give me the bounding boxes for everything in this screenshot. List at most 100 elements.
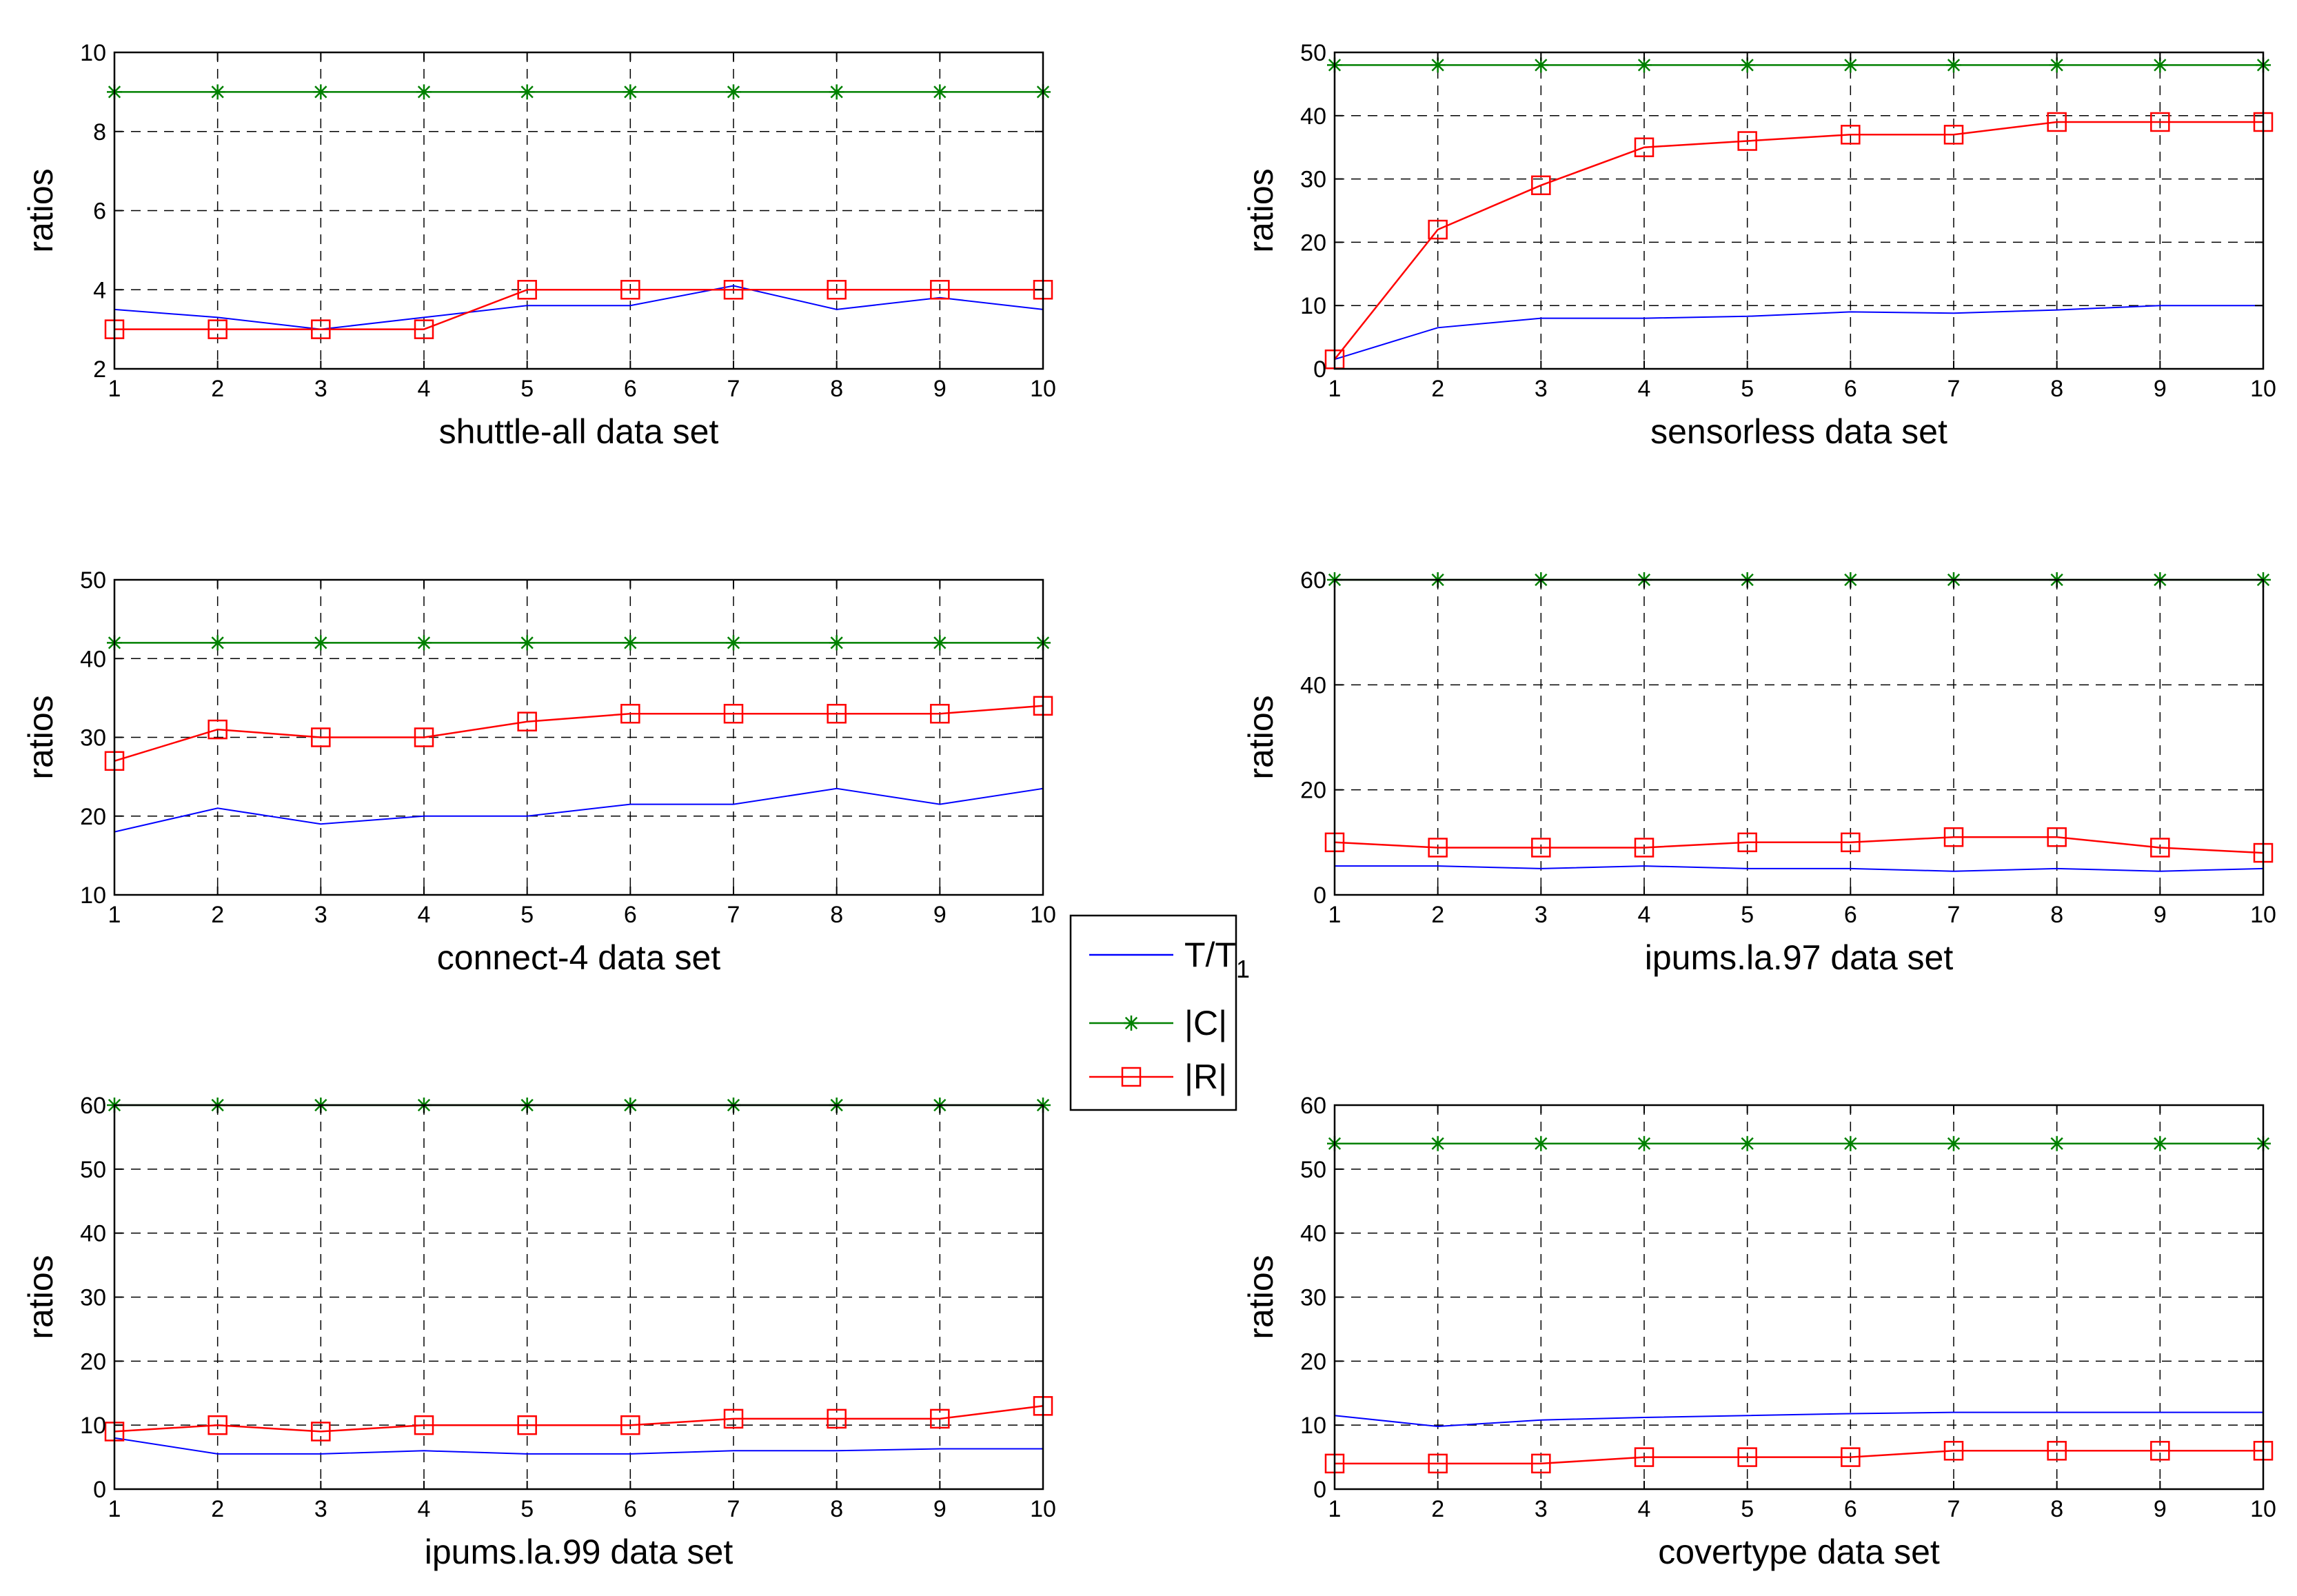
- series-point-c: [1946, 1135, 1961, 1151]
- y-axis-label: ratios: [21, 695, 60, 779]
- series-point-c: [1533, 57, 1549, 73]
- plot-area: [1335, 52, 2263, 369]
- y-tick-label: 50: [80, 1157, 106, 1183]
- x-tick-label: 7: [1947, 376, 1961, 402]
- series-point-c: [2152, 57, 2168, 73]
- y-tick-label: 60: [80, 1093, 106, 1119]
- series-line-t: [114, 1437, 1043, 1455]
- series-line-t: [1334, 305, 2263, 361]
- x-tick-label: 6: [1844, 902, 1857, 928]
- x-tick-label: 7: [1947, 1496, 1961, 1522]
- x-tick-label: 2: [1431, 1496, 1444, 1522]
- legend: T/T1|C||R|: [1069, 914, 1250, 1111]
- series-point-c: [1430, 57, 1446, 73]
- x-axis-label: connect-4 data set: [437, 938, 720, 977]
- legend-marker-c: [1124, 1016, 1139, 1031]
- y-tick-label: 10: [1300, 1413, 1326, 1439]
- y-tick-label: 30: [80, 725, 106, 751]
- x-tick-label: 3: [1535, 902, 1548, 928]
- y-tick-label: 50: [80, 567, 106, 594]
- x-tick-label: 3: [314, 1496, 327, 1522]
- series-point-r: [1634, 838, 1655, 858]
- series-point-r: [2047, 827, 2067, 847]
- x-tick-label: 4: [1638, 902, 1651, 928]
- y-tick-label: 0: [93, 1477, 106, 1503]
- x-tick-label: 5: [520, 1496, 534, 1522]
- series-point-r: [723, 280, 744, 300]
- series-point-c: [2152, 1135, 2168, 1151]
- x-tick-label: 6: [624, 902, 637, 928]
- series-point-c: [210, 84, 225, 100]
- series-point-r: [827, 703, 847, 724]
- y-tick-label: 0: [1313, 882, 1326, 909]
- series-point-r: [517, 1415, 537, 1435]
- y-tick-label: 0: [1313, 356, 1326, 383]
- series-point-r: [1841, 125, 1861, 145]
- series-point-c: [1637, 57, 1652, 73]
- series-point-r: [208, 719, 227, 740]
- chart-panel-3: 1 2 3 4 5 6 7 8 9 10 10 20 30 40 50 connect-4 data set r…: [21, 567, 1056, 977]
- x-tick-label: 2: [1431, 902, 1444, 928]
- y-tick-label: 8: [93, 119, 106, 145]
- series-point-r: [208, 1415, 227, 1435]
- series-point-r: [1737, 131, 1757, 151]
- series-point-r: [1737, 832, 1757, 853]
- series-line-t: [1334, 1411, 2263, 1428]
- series-point-r: [827, 280, 847, 300]
- series-point-r: [827, 1408, 847, 1429]
- legend-marker-r: [1121, 1067, 1142, 1087]
- series-point-c: [726, 635, 741, 651]
- series-point-c: [726, 84, 741, 100]
- series-point-r: [1841, 832, 1861, 853]
- series-point-c: [623, 635, 638, 651]
- x-axis-label: ipums.la.97 data set: [1645, 938, 1954, 977]
- y-tick-label: 20: [1300, 1348, 1326, 1375]
- x-tick-label: 1: [108, 902, 121, 928]
- series-point-c: [416, 84, 432, 100]
- series-point-r: [1943, 125, 1964, 145]
- y-tick-label: 10: [80, 882, 106, 909]
- series-point-c: [2049, 1135, 2065, 1151]
- series-point-c: [1430, 1135, 1446, 1151]
- series-line-t: [114, 787, 1044, 833]
- series-point-r: [620, 280, 640, 300]
- series-line-r: [1335, 1450, 2263, 1465]
- x-tick-label: 4: [418, 1496, 431, 1522]
- x-tick-label: 9: [933, 902, 947, 928]
- y-tick-label: 30: [1300, 1285, 1326, 1311]
- series-point-c: [313, 84, 329, 100]
- series-point-c: [1739, 1135, 1755, 1151]
- y-tick-label: 40: [1300, 103, 1326, 130]
- y-tick-label: 10: [80, 40, 106, 66]
- series-point-r: [723, 1408, 744, 1429]
- series-line-t: [1335, 865, 2264, 872]
- series-point-r: [930, 703, 950, 724]
- x-tick-label: 10: [1030, 376, 1056, 402]
- x-tick-label: 1: [108, 1496, 121, 1522]
- series-point-c: [1946, 57, 1961, 73]
- y-tick-label: 60: [1300, 567, 1326, 594]
- chart-panel-2: 1 2 3 4 5 6 7 8 9 10 0 10 20 30 40 50 sensorless data se…: [1242, 40, 2276, 451]
- series-point-r: [517, 711, 537, 731]
- series-point-r: [930, 1408, 950, 1429]
- x-tick-label: 10: [1030, 1496, 1056, 1522]
- series-point-r: [1737, 1447, 1757, 1467]
- y-axis-label: ratios: [1242, 695, 1280, 779]
- x-tick-label: 1: [1328, 1496, 1342, 1522]
- x-tick-label: 9: [2154, 902, 2167, 928]
- series-point-r: [311, 319, 331, 339]
- series-point-r: [208, 319, 227, 339]
- x-tick-label: 8: [830, 1496, 843, 1522]
- x-axis-label: ipums.la.99 data set: [425, 1533, 733, 1571]
- series-point-r: [2047, 112, 2067, 132]
- axes-box: [1333, 578, 2265, 896]
- x-tick-label: 6: [624, 376, 637, 402]
- series-line-r: [1334, 121, 2263, 360]
- y-tick-label: 10: [80, 1413, 106, 1439]
- series-line-t: [114, 285, 1044, 330]
- y-tick-label: 0: [1313, 1477, 1326, 1503]
- series-point-c: [1533, 1135, 1549, 1151]
- y-tick-label: 20: [1300, 778, 1326, 804]
- series-point-r: [1634, 1447, 1655, 1467]
- series-point-r: [1943, 827, 1964, 847]
